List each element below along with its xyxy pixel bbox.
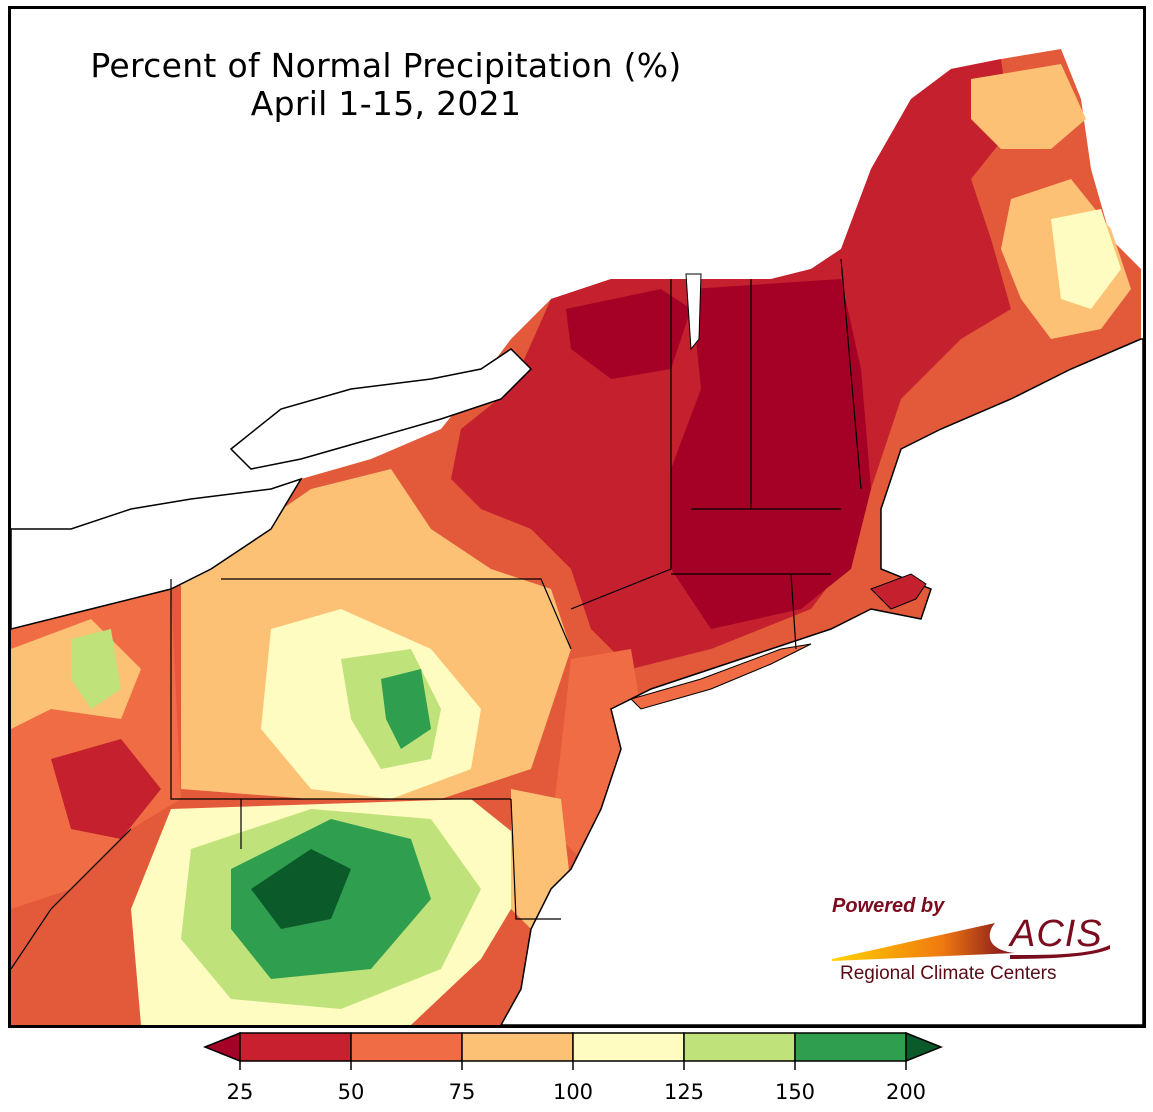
- atlantic-ocean: [500, 338, 1143, 1025]
- legend-tick-150: 150: [774, 1080, 816, 1104]
- acis-label: ACIS: [1010, 913, 1103, 955]
- legend-100-125: [572, 1032, 685, 1062]
- title-line-1: Percent of Normal Precipitation (%): [90, 46, 682, 85]
- legend-over-200: [905, 1031, 944, 1063]
- legend-tick-125: 125: [663, 1080, 705, 1104]
- lake-champlain: [685, 273, 702, 351]
- region-nj: [551, 649, 641, 859]
- color-legend: 25 50 75 100 125 150 200: [200, 1030, 950, 1110]
- region-maine-north: [971, 64, 1086, 149]
- acis-swoosh-icon: [832, 923, 1110, 961]
- precipitation-map: [11, 49, 1143, 1025]
- region-pa-dark-green: [381, 669, 431, 749]
- region-va-darkest: [251, 849, 351, 929]
- legend-150-200: [794, 1032, 907, 1062]
- legend-25-50: [239, 1032, 352, 1062]
- legend-tick-100: 100: [552, 1080, 594, 1104]
- rcc-label: Regional Climate Centers: [840, 963, 1057, 984]
- lake-ontario: [229, 348, 533, 470]
- legend-50-75: [350, 1032, 463, 1062]
- long-island: [630, 643, 812, 710]
- legend-75-100: [461, 1032, 574, 1062]
- legend-tick-75: 75: [448, 1080, 476, 1104]
- legend-tick-50: 50: [337, 1080, 365, 1104]
- region-vt-nh: [671, 279, 871, 629]
- lake-erie: [11, 477, 303, 630]
- legend-under-25: [202, 1031, 241, 1063]
- map-title: Percent of Normal Precipitation (%) Apri…: [51, 47, 721, 123]
- legend-125-150: [683, 1032, 796, 1062]
- region-ohio-red: [51, 739, 161, 839]
- region-ohio-green: [71, 629, 121, 709]
- map-frame: Percent of Normal Precipitation (%) Apri…: [8, 6, 1146, 1028]
- cape-cod: [870, 573, 927, 610]
- powered-by-label: Powered by: [832, 895, 945, 917]
- legend-tick-200: 200: [885, 1080, 927, 1104]
- region-ny-north: [566, 289, 691, 379]
- acis-logo: Powered by ACIS Regional Climate Centers: [820, 895, 1120, 995]
- region-maine-pale: [1051, 209, 1121, 309]
- legend-tick-25: 25: [226, 1080, 254, 1104]
- title-line-2: April 1-15, 2021: [250, 84, 522, 123]
- state-borders: [11, 258, 862, 970]
